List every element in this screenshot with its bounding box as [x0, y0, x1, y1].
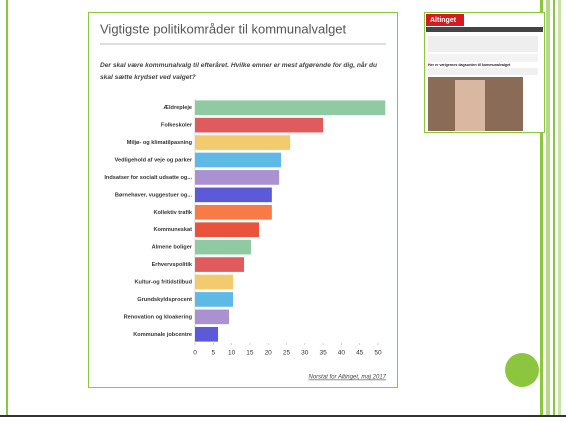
x-tick-label: 50	[374, 350, 382, 357]
y-tick-label: Kommunale jobcentre	[133, 332, 192, 338]
thumbnail-row	[428, 68, 538, 75]
bar	[195, 239, 251, 255]
thumbnail-row	[428, 36, 538, 52]
x-tick-label: 10	[228, 350, 236, 357]
x-tick-label: 0	[193, 350, 197, 357]
y-tick-label: Erhvervspolitik	[152, 262, 193, 268]
chart-subtitle: Der skal være kommunalvalg til efteråret…	[100, 61, 377, 69]
thumbnail-logo-bg	[426, 14, 464, 26]
bar	[195, 117, 324, 133]
thumbnail-photo-figure	[455, 80, 485, 131]
x-tick-label: 5	[211, 350, 215, 357]
thumbnail-headline: Her er vælgernes dagsorden til kommunalv…	[428, 63, 511, 67]
x-tick-label: 15	[246, 350, 254, 357]
chart-subtitle: skal sætte krydset ved valget?	[100, 74, 196, 81]
y-tick-label: Renovation og kloakering	[124, 314, 193, 320]
bar	[195, 309, 230, 325]
thumbnail-row	[428, 54, 538, 62]
bar	[195, 170, 280, 185]
bar	[195, 257, 245, 272]
y-tick-label: Almene boliger	[152, 245, 193, 251]
bar	[195, 187, 272, 203]
thumbnail-nav	[426, 27, 543, 32]
bar	[195, 204, 272, 220]
bar	[195, 292, 234, 307]
y-tick-label: Ældrepleje	[163, 105, 192, 111]
bar	[195, 135, 291, 150]
chart-title: Vigtigste politikområder til kommunalval…	[100, 21, 347, 36]
y-tick-label: Miljø- og klimatilpasning	[127, 140, 193, 146]
y-tick-label: Grundskyldsprocent	[137, 297, 192, 303]
thumbnail: Altinget Her er vælgernes dagsorden til …	[424, 12, 545, 133]
x-tick-label: 30	[301, 350, 309, 357]
bar	[195, 222, 260, 238]
x-tick-label: 45	[356, 350, 364, 357]
y-tick-label: Børnehaver, vuggestuer og...	[115, 192, 193, 198]
y-tick-label: Vedligehold af veje og parker	[115, 157, 193, 163]
stripe	[540, 0, 543, 415]
bar	[195, 326, 219, 342]
thumbnail-brand: Altinget	[430, 17, 457, 24]
source: Norstat for Altinget, maj 2017	[309, 375, 387, 381]
y-tick-label: Kultur-og fritidstilbud	[135, 279, 193, 285]
bar	[195, 100, 386, 116]
bar	[195, 152, 282, 168]
stripe	[553, 0, 555, 415]
y-tick-label: Kollektiv trafik	[153, 210, 192, 216]
y-tick-label: Kommuneskat	[153, 227, 192, 233]
y-tick-label: Indsatser for socialt udsatte og...	[104, 175, 192, 181]
x-tick-label: 25	[283, 350, 291, 357]
stripe	[558, 0, 561, 415]
decor-circle	[505, 353, 539, 387]
x-tick-label: 40	[338, 350, 346, 357]
x-tick-label: 35	[319, 350, 327, 357]
bar	[195, 274, 234, 290]
x-tick-label: 20	[265, 350, 273, 357]
y-tick-label: Folkeskoler	[161, 123, 193, 129]
stripe	[546, 0, 550, 415]
